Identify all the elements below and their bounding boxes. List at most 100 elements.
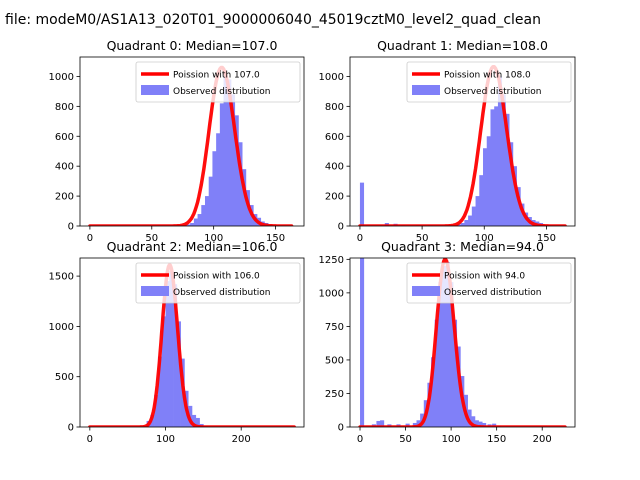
- histogram-bar: [483, 148, 488, 226]
- histogram-bar: [216, 133, 221, 226]
- subplot-title: Quadrant 0: Median=107.0: [107, 38, 278, 53]
- histogram-bar: [227, 79, 232, 226]
- legend-box: [135, 61, 301, 103]
- histogram-bar: [460, 223, 465, 226]
- legend-histogram-label: Observed distribution: [444, 87, 541, 97]
- histogram-bar: [195, 417, 200, 427]
- figure-title: a file: modeM0/AS1A13_020T01_9000006040_…: [0, 12, 640, 42]
- x-tick-label: 100: [156, 434, 175, 445]
- subplot-quadrant-2: 0 100 200 0 500 1000 1500 Poission with 106.0 Ob…: [49, 239, 305, 445]
- y-tick-label: 600: [55, 132, 74, 143]
- poisson-fit-line: [88, 263, 296, 427]
- legend-poisson-label: Poission with 108.0: [444, 71, 531, 81]
- legend-histogram-label: Observed distribution: [173, 87, 270, 97]
- x-tick-label: 50: [399, 434, 412, 445]
- y-tick-label: 1000: [49, 72, 74, 83]
- histogram-bar: [442, 266, 447, 427]
- histogram-bar: [434, 319, 439, 427]
- histogram-bar: [204, 196, 210, 226]
- subplot-title: Quadrant 1: Median=108.0: [377, 38, 548, 53]
- histogram-bar: [234, 115, 239, 226]
- histogram-bar: [475, 196, 480, 226]
- y-tick-label: 400: [325, 162, 344, 173]
- histogram-bar: [482, 422, 487, 427]
- histogram-bar: [201, 205, 206, 226]
- subplot-quadrant-3: 0 50 100 150 200 0 250 500 750 1000 1250 Poission w…: [319, 239, 576, 445]
- histogram-bar: [445, 262, 450, 427]
- histogram-bar: [494, 106, 499, 226]
- legend-histogram-swatch: [412, 85, 440, 95]
- histogram-bar: [238, 142, 243, 226]
- legend-histogram-label: Observed distribution: [173, 288, 270, 298]
- x-tick-label: 150: [487, 434, 506, 445]
- plot-area: [358, 258, 567, 427]
- histogram-bar: [490, 109, 495, 226]
- histogram-bar: [380, 420, 385, 427]
- x-tick-label: 150: [266, 233, 285, 244]
- legend-box: [135, 262, 301, 304]
- legend-histogram-swatch: [141, 85, 169, 95]
- histogram-bar: [242, 169, 247, 226]
- histogram-bar: [478, 421, 483, 427]
- histogram-bar: [471, 206, 476, 226]
- x-tick-label: 200: [232, 434, 251, 445]
- histogram-bar: [467, 409, 472, 427]
- figure-title-text: a file: modeM0/AS1A13_020T01_9000006040_…: [0, 12, 541, 28]
- histogram-bar: [516, 187, 521, 226]
- legend-histogram-swatch: [412, 286, 440, 296]
- y-tick-label: 600: [325, 132, 344, 143]
- y-tick-label: 1000: [319, 288, 344, 299]
- histogram-bar: [176, 321, 181, 427]
- x-tick-label: 50: [416, 233, 429, 244]
- y-tick-label: 200: [325, 192, 344, 203]
- y-tick-label: 250: [325, 389, 344, 400]
- subplot-quadrant-1: 0 50 100 150 0 200 400 600 800 1000 Poission with …: [319, 38, 576, 244]
- histogram-bar: [486, 136, 491, 226]
- histogram-bar: [193, 218, 198, 226]
- y-tick-label: 200: [55, 192, 74, 203]
- y-tick-label: 1000: [49, 322, 74, 333]
- x-tick-label: 100: [475, 233, 494, 244]
- histogram-bar: [456, 224, 462, 226]
- y-tick-label: 800: [55, 102, 74, 113]
- y-tick-label: 750: [325, 322, 344, 333]
- histogram-bar: [186, 224, 191, 226]
- histogram-bar: [497, 76, 503, 226]
- histogram-bar: [161, 316, 166, 427]
- histogram-bar: [512, 166, 517, 226]
- axes-frame: [349, 56, 576, 227]
- y-tick-label: 500: [325, 355, 344, 366]
- histogram-bar: [197, 214, 202, 226]
- legend-histogram-swatch: [141, 286, 169, 296]
- axes-frame: [79, 257, 305, 428]
- subplot-quadrant-0: 0 50 100 150 0 200 400 600 800 1000 Poission with …: [49, 38, 305, 244]
- histogram-bar: [464, 220, 469, 226]
- legend-box: [406, 61, 572, 103]
- x-tick-label: 150: [537, 233, 556, 244]
- y-tick-label: 400: [55, 162, 74, 173]
- histogram-bar: [165, 281, 170, 427]
- histogram-bar: [509, 142, 514, 226]
- histogram-bar: [154, 394, 159, 427]
- poisson-fit-line: [358, 64, 567, 226]
- y-tick-label: 800: [325, 102, 344, 113]
- y-tick-label: 0: [68, 423, 74, 434]
- x-tick-label: 100: [442, 434, 461, 445]
- legend: Poission with 108.0 Observed distribution: [406, 61, 572, 103]
- x-tick-label: 200: [533, 434, 552, 445]
- histogram-bar: [230, 94, 236, 226]
- x-tick-label: 0: [87, 434, 93, 445]
- axes-frame: [79, 56, 305, 227]
- histogram-bar: [376, 420, 381, 427]
- legend-poisson-label: Poission with 106.0: [173, 272, 260, 282]
- x-tick-label: 100: [204, 233, 223, 244]
- histogram-bar: [412, 422, 417, 427]
- histogram-bar: [208, 176, 213, 226]
- histogram-bar: [456, 346, 461, 427]
- y-tick-label: 0: [338, 222, 344, 233]
- y-tick-label: 1000: [319, 72, 344, 83]
- y-tick-label: 0: [68, 222, 74, 233]
- histogram-bar: [169, 271, 174, 427]
- subplot-title: Quadrant 3: Median=94.0: [381, 239, 544, 254]
- y-tick-label: 1500: [49, 272, 74, 283]
